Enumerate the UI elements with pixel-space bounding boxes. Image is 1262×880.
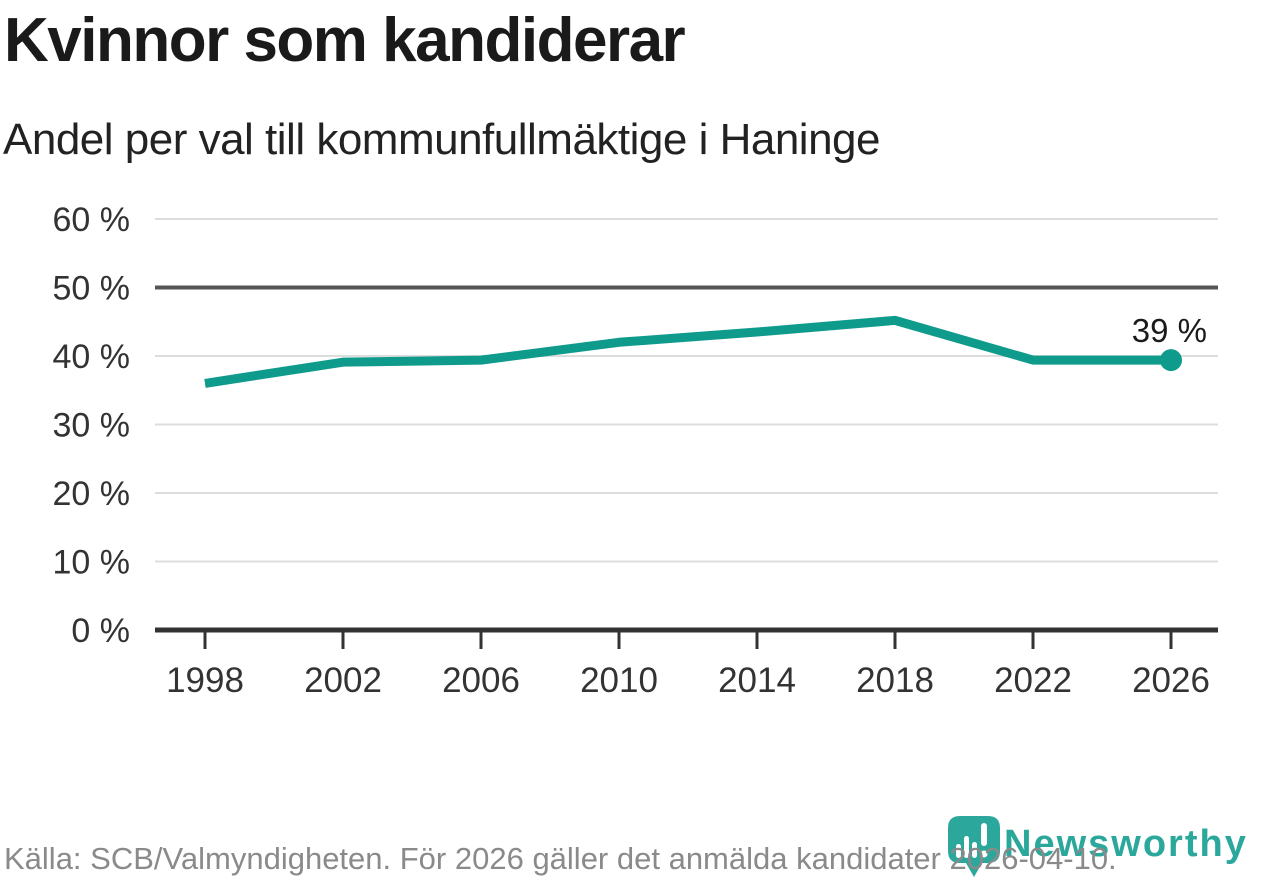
- x-tick-label: 2022: [994, 661, 1072, 700]
- y-tick-label: 60 %: [53, 201, 131, 239]
- source-note: Källa: SCB/Valmyndigheten. För 2026 gäll…: [4, 841, 1117, 876]
- data-line: [204, 315, 1171, 388]
- end-value-label: 39 %: [1132, 312, 1207, 349]
- end-point-marker: [1160, 349, 1182, 372]
- y-tick-label: 30 %: [53, 407, 131, 445]
- y-tick-label: 40 %: [53, 338, 131, 376]
- logo-bar-icon: [964, 836, 969, 858]
- chart-title: Kvinnor som kandiderar: [4, 6, 686, 75]
- logo-bar-icon: [972, 842, 977, 858]
- newsworthy-logo-pin-icon: [948, 816, 1000, 877]
- line-chart: 0 % 10 % 20 % 30 % 40 % 50 % 60 % 1998 2002 2006 2…: [53, 201, 1218, 700]
- x-tick-label: 2018: [856, 661, 934, 700]
- x-tick-label: 2002: [304, 661, 382, 700]
- x-tick-label: 2026: [1132, 661, 1210, 700]
- y-tick-label: 0 %: [71, 612, 130, 650]
- logo-bar-icon: [956, 844, 961, 858]
- chart-subtitle: Andel per val till kommunfullmäktige i H…: [3, 115, 880, 164]
- x-tick-label: 2014: [718, 661, 796, 700]
- x-tick-label: 1998: [166, 661, 244, 700]
- y-tick-label: 20 %: [53, 475, 131, 513]
- x-tick-label: 2010: [580, 661, 658, 700]
- logo-exclamation-dot-icon: [980, 850, 988, 858]
- x-tick-label: 2006: [442, 661, 520, 700]
- y-tick-label: 50 %: [53, 270, 131, 308]
- newsworthy-wordmark: Newsworthy: [1004, 823, 1248, 865]
- logo-exclamation-icon: [981, 823, 987, 846]
- y-tick-label: 10 %: [53, 544, 131, 582]
